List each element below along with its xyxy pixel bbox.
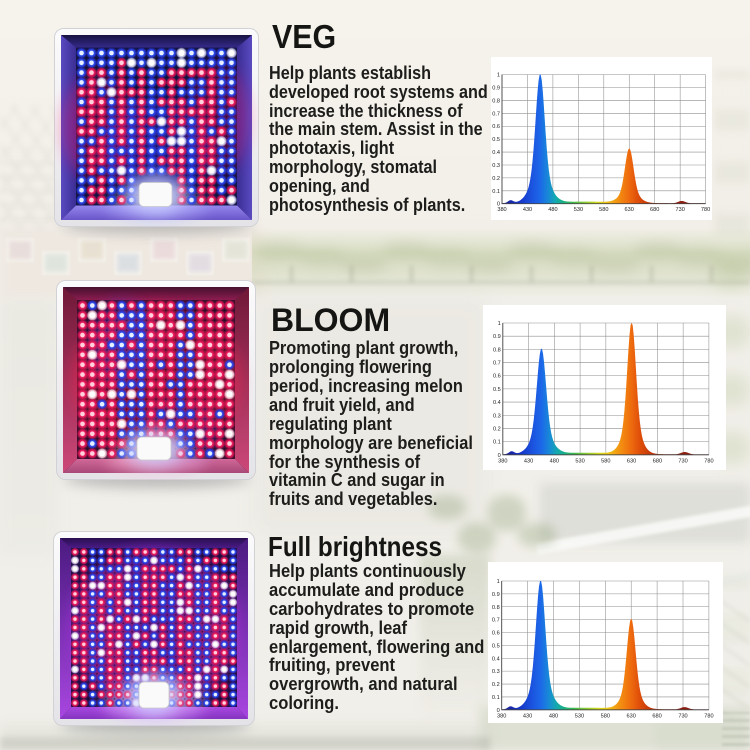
svg-text:0.4: 0.4 bbox=[492, 656, 500, 662]
svg-text:680: 680 bbox=[653, 458, 662, 464]
svg-text:680: 680 bbox=[652, 713, 661, 719]
svg-text:380: 380 bbox=[497, 713, 506, 719]
svg-text:630: 630 bbox=[627, 458, 636, 464]
svg-text:0: 0 bbox=[497, 202, 500, 208]
svg-text:0.9: 0.9 bbox=[493, 334, 501, 340]
svg-text:0.3: 0.3 bbox=[493, 413, 501, 419]
svg-text:0.4: 0.4 bbox=[493, 400, 501, 406]
svg-text:0.5: 0.5 bbox=[492, 643, 500, 649]
svg-text:730: 730 bbox=[678, 458, 687, 464]
svg-text:0.8: 0.8 bbox=[492, 605, 500, 611]
svg-text:0.1: 0.1 bbox=[492, 695, 500, 701]
svg-text:1: 1 bbox=[497, 579, 500, 585]
svg-text:1: 1 bbox=[497, 73, 500, 79]
svg-text:430: 430 bbox=[523, 207, 532, 213]
svg-text:630: 630 bbox=[627, 713, 636, 719]
svg-text:480: 480 bbox=[550, 458, 559, 464]
svg-text:780: 780 bbox=[701, 207, 710, 213]
svg-text:0.4: 0.4 bbox=[492, 150, 500, 156]
svg-text:0.6: 0.6 bbox=[492, 631, 500, 637]
svg-text:730: 730 bbox=[678, 713, 687, 719]
svg-text:580: 580 bbox=[599, 207, 608, 213]
svg-text:380: 380 bbox=[498, 458, 507, 464]
svg-text:0.5: 0.5 bbox=[493, 387, 501, 393]
svg-text:0.5: 0.5 bbox=[492, 137, 500, 143]
svg-text:0: 0 bbox=[498, 453, 501, 459]
svg-text:0.8: 0.8 bbox=[493, 347, 501, 353]
svg-text:0: 0 bbox=[497, 708, 500, 714]
svg-text:0.9: 0.9 bbox=[492, 86, 500, 92]
svg-text:1: 1 bbox=[498, 321, 501, 327]
svg-text:680: 680 bbox=[650, 207, 659, 213]
svg-text:0.1: 0.1 bbox=[493, 440, 501, 446]
svg-text:0.1: 0.1 bbox=[492, 189, 500, 195]
svg-text:580: 580 bbox=[601, 713, 610, 719]
svg-text:530: 530 bbox=[574, 207, 583, 213]
svg-text:580: 580 bbox=[601, 458, 610, 464]
svg-text:480: 480 bbox=[548, 207, 557, 213]
svg-text:530: 530 bbox=[575, 458, 584, 464]
svg-text:780: 780 bbox=[704, 458, 713, 464]
svg-text:730: 730 bbox=[676, 207, 685, 213]
svg-text:780: 780 bbox=[704, 713, 713, 719]
svg-text:0.7: 0.7 bbox=[492, 111, 500, 117]
svg-text:0.7: 0.7 bbox=[492, 618, 500, 624]
svg-text:0.8: 0.8 bbox=[492, 98, 500, 104]
svg-text:0.3: 0.3 bbox=[492, 163, 500, 169]
svg-text:630: 630 bbox=[625, 207, 634, 213]
svg-text:0.7: 0.7 bbox=[493, 361, 501, 367]
svg-text:0.2: 0.2 bbox=[492, 682, 500, 688]
svg-text:0.2: 0.2 bbox=[492, 176, 500, 182]
svg-text:0.6: 0.6 bbox=[493, 374, 501, 380]
svg-text:0.3: 0.3 bbox=[492, 669, 500, 675]
svg-text:480: 480 bbox=[549, 713, 558, 719]
svg-text:530: 530 bbox=[575, 713, 584, 719]
svg-text:380: 380 bbox=[497, 207, 506, 213]
svg-text:430: 430 bbox=[523, 713, 532, 719]
svg-text:0.9: 0.9 bbox=[492, 592, 500, 598]
svg-text:430: 430 bbox=[524, 458, 533, 464]
svg-text:0.2: 0.2 bbox=[493, 426, 501, 432]
svg-text:0.6: 0.6 bbox=[492, 124, 500, 130]
